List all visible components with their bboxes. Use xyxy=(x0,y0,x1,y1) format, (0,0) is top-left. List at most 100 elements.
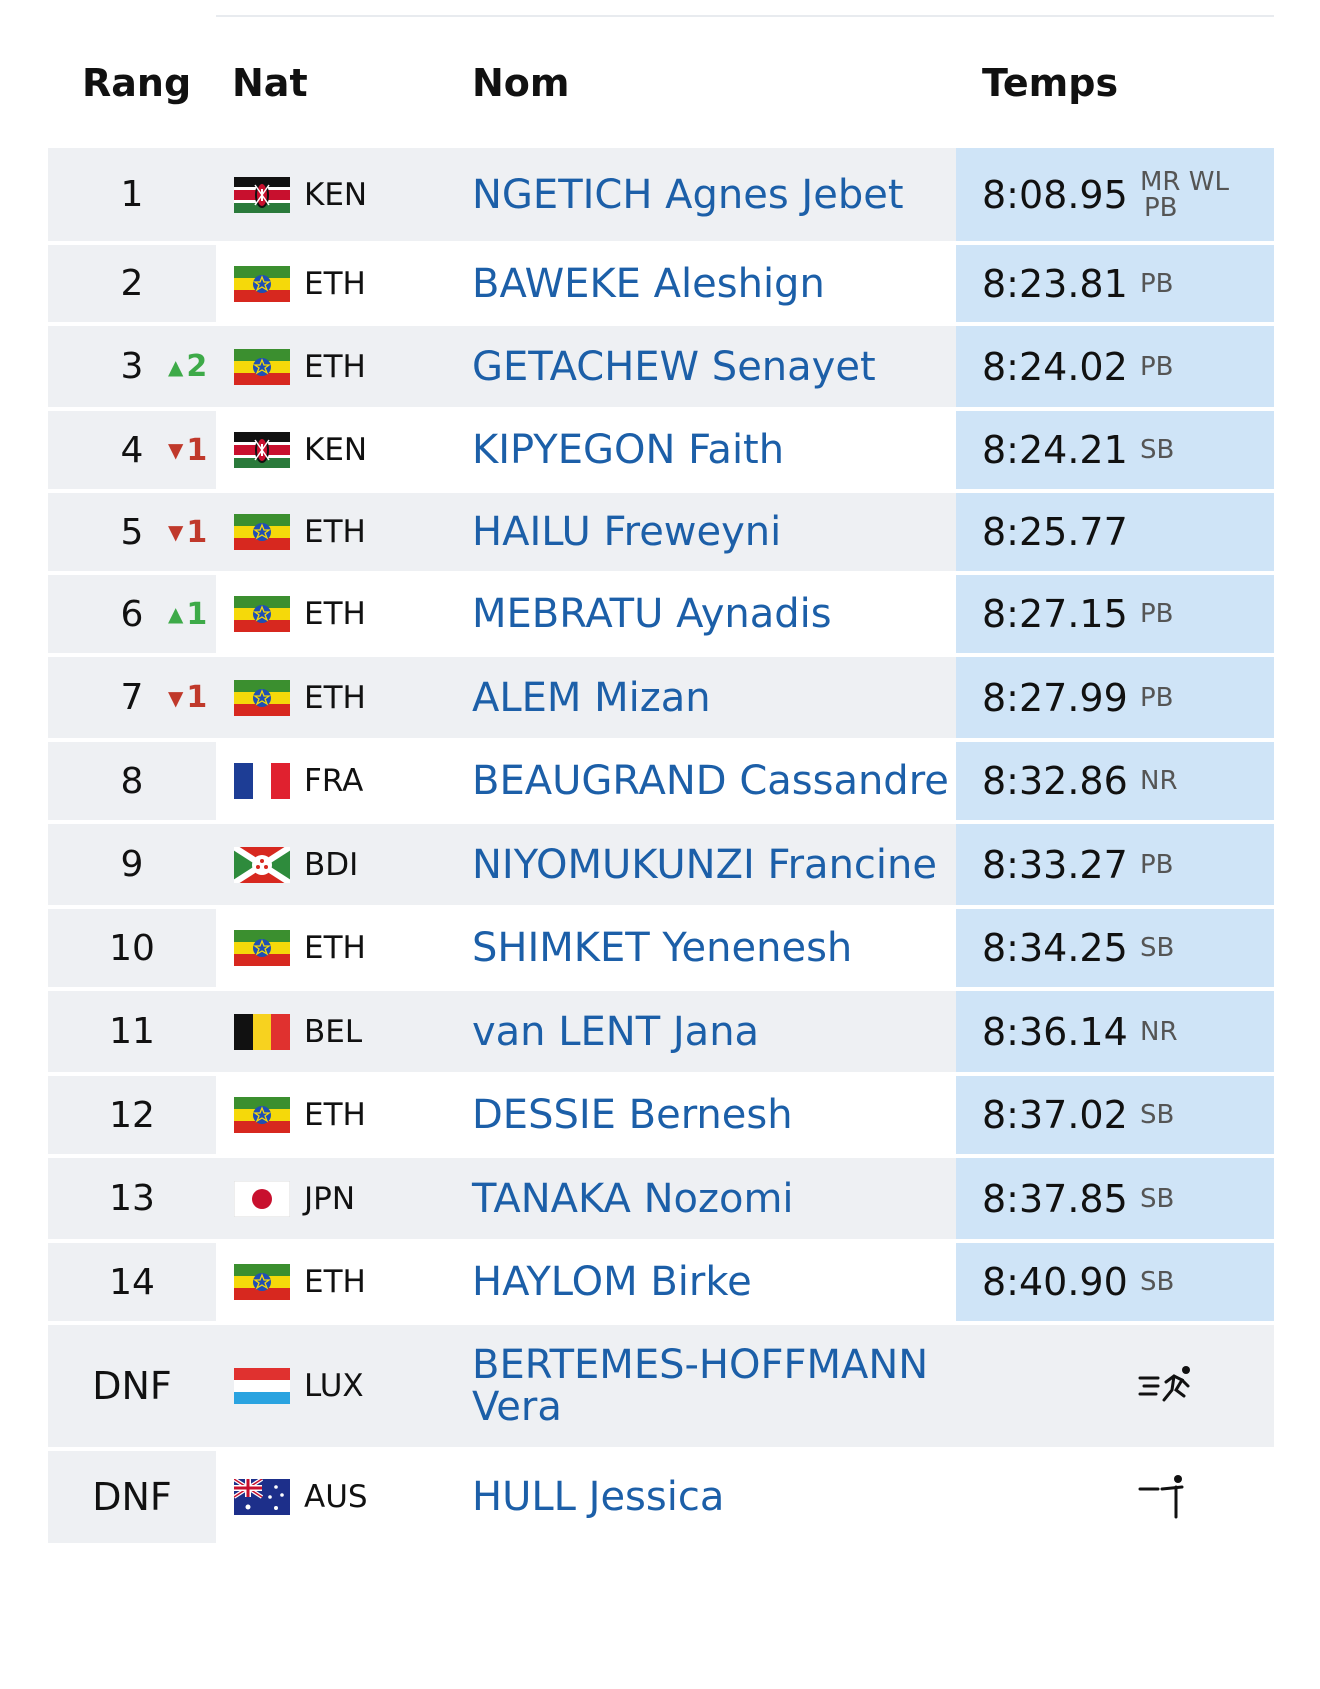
flag-ken-icon xyxy=(234,432,290,468)
athlete-name-link[interactable]: MEBRATU Aynadis xyxy=(472,591,832,637)
rank: 8 xyxy=(120,760,144,802)
header-nom[interactable]: Nom xyxy=(472,61,570,105)
header-temps[interactable]: Temps xyxy=(982,61,1119,105)
rank-cell-bg xyxy=(48,909,216,987)
rank-change: ▼ 1 xyxy=(168,411,207,489)
flag-fra-icon xyxy=(234,763,290,799)
table-row[interactable]: 3 ▲ 2 ETH GETACHEW Senayet 8:24.02 PB xyxy=(48,326,1274,411)
time-cell: 8:36.14 NR xyxy=(956,991,1274,1072)
time-cell: 8:32.86 NR xyxy=(956,742,1274,820)
flag-eth-icon xyxy=(234,930,290,966)
table-row[interactable]: 14 ETH HAYLOM Birke 8:40.90 SB xyxy=(48,1243,1274,1325)
athlete-name-link[interactable]: HAYLOM Birke xyxy=(472,1259,752,1305)
rank: DNF xyxy=(92,1475,172,1519)
rank-change-value: 2 xyxy=(186,349,208,384)
table-row[interactable]: 6 ▲ 1 ETH MEBRATU Aynadis 8:27.15 PB xyxy=(48,575,1274,657)
time-cell: 8:08.95 MR WL PB xyxy=(956,148,1274,241)
table-row[interactable]: 9 BDI NIYOMUKUNZI Francine 8:33.27 PB xyxy=(48,824,1274,909)
table-row[interactable]: 4 ▼ 1 KEN KIPYEGON Faith 8:24.21 SB xyxy=(48,411,1274,493)
rank: 10 xyxy=(109,927,155,969)
rank-change-value: 1 xyxy=(186,680,208,715)
header-nat[interactable]: Nat xyxy=(232,61,308,105)
time-cell: 8:27.99 PB xyxy=(956,657,1274,738)
result-time: 8:37.85 xyxy=(982,1176,1128,1221)
rank: 3 xyxy=(120,346,144,387)
rank-change: ▼ 1 xyxy=(168,493,207,571)
table-row[interactable]: 10 ETH SHIMKET Yenenesh 8:34.25 SB xyxy=(48,909,1274,991)
flag-eth-icon xyxy=(234,265,290,302)
country-code: BDI xyxy=(304,846,359,883)
athlete-name-link[interactable]: DESSIE Bernesh xyxy=(472,1092,793,1138)
table-row[interactable]: DNF LUX BERTEMES-HOFFMANN Vera xyxy=(48,1325,1274,1451)
rank-cell-bg xyxy=(48,411,216,489)
down-arrow-icon: ▼ xyxy=(168,520,184,544)
header-rang[interactable]: Rang xyxy=(82,61,192,105)
athlete-name-link[interactable]: KIPYEGON Faith xyxy=(472,427,785,473)
athlete-name-link[interactable]: NGETICH Agnes Jebet xyxy=(472,171,904,218)
rank: 2 xyxy=(120,263,144,304)
athlete-name-link[interactable]: NIYOMUKUNZI Francine xyxy=(472,841,937,888)
country-code: KEN xyxy=(304,432,368,468)
country-code: AUS xyxy=(304,1479,368,1515)
rank: 4 xyxy=(120,429,144,471)
athlete-name-link[interactable]: TANAKA Nozomi xyxy=(472,1175,794,1222)
athlete-name-link[interactable]: GETACHEW Senayet xyxy=(472,343,876,390)
country-code: KEN xyxy=(304,176,368,213)
table-row[interactable]: 11 BEL van LENT Jana 8:36.14 NR xyxy=(48,991,1274,1076)
record-tag: SB xyxy=(1140,933,1175,963)
country-code: FRA xyxy=(304,763,364,799)
result-time: 8:08.95 xyxy=(982,172,1128,217)
record-tag: NR xyxy=(1140,1016,1178,1047)
record-tag: PB xyxy=(1144,192,1178,223)
record-tag: PB xyxy=(1140,599,1174,629)
table-row[interactable]: 12 ETH DESSIE Bernesh 8:37.02 SB xyxy=(48,1076,1274,1158)
rank: 9 xyxy=(120,844,144,885)
rank: 14 xyxy=(109,1261,155,1303)
table-row[interactable]: 5 ▼ 1 ETH HAILU Freweyni 8:25.77 xyxy=(48,493,1274,575)
record-tag: PB xyxy=(1140,351,1174,382)
athlete-name-link[interactable]: ALEM Mizan xyxy=(472,674,711,721)
rank-change: ▲ 1 xyxy=(168,575,207,653)
time-cell: 8:23.81 PB xyxy=(956,245,1274,322)
athlete-name-link[interactable]: SHIMKET Yenenesh xyxy=(472,925,853,971)
rank-change-value: 1 xyxy=(186,432,208,468)
table-row[interactable]: DNF AUS HULL Jessica xyxy=(48,1451,1274,1547)
rank: 5 xyxy=(120,511,144,553)
walking-icon xyxy=(1138,1473,1202,1521)
record-tag: SB xyxy=(1140,1100,1175,1130)
flag-bdi-icon xyxy=(234,846,290,883)
flag-aus-icon xyxy=(234,1479,290,1515)
rank-cell-bg xyxy=(48,575,216,653)
table-row[interactable]: 13 JPN TANAKA Nozomi 8:37.85 SB xyxy=(48,1158,1274,1243)
result-time: 8:34.25 xyxy=(982,926,1128,970)
athlete-name-link[interactable]: BERTEMES-HOFFMANN Vera xyxy=(472,1342,929,1430)
table-row[interactable]: 2 ETH BAWEKE Aleshign 8:23.81 PB xyxy=(48,245,1274,326)
athlete-name-link[interactable]: BEAUGRAND Cassandre xyxy=(472,758,949,804)
result-time: 8:27.99 xyxy=(982,675,1128,720)
time-cell: 8:40.90 SB xyxy=(956,1243,1274,1321)
record-tag: SB xyxy=(1140,1267,1175,1297)
record-tag: NR xyxy=(1140,766,1178,796)
table-row[interactable]: 1 KEN NGETICH Agnes Jebet 8:08.95 MR WL PB xyxy=(48,148,1274,245)
rank-change-value: 1 xyxy=(186,596,208,632)
time-cell: 8:37.85 SB xyxy=(956,1158,1274,1239)
athlete-name-link[interactable]: HAILU Freweyni xyxy=(472,509,782,555)
athlete-name-link[interactable]: HULL Jessica xyxy=(472,1474,725,1520)
athlete-name-link[interactable]: van LENT Jana xyxy=(472,1008,760,1055)
rank: 7 xyxy=(120,677,144,718)
result-time: 8:32.86 xyxy=(982,759,1128,803)
flag-eth-icon xyxy=(234,514,290,550)
time-cell: 8:34.25 SB xyxy=(956,909,1274,987)
running-icon xyxy=(1138,1362,1202,1410)
record-tag: SB xyxy=(1140,1183,1175,1214)
table-row[interactable]: 7 ▼ 1 ETH ALEM Mizan 8:27.99 PB xyxy=(48,657,1274,742)
table-row[interactable]: 8 FRA BEAUGRAND Cassandre 8:32.86 NR xyxy=(48,742,1274,824)
athlete-name-link[interactable]: BAWEKE Aleshign xyxy=(472,260,825,307)
country-code: LUX xyxy=(304,1368,364,1404)
rank-cell-bg xyxy=(48,245,216,322)
time-cell: 8:27.15 PB xyxy=(956,575,1274,653)
result-time: 8:23.81 xyxy=(982,261,1128,306)
flag-ken-icon xyxy=(234,176,290,213)
country-code: ETH xyxy=(304,679,366,716)
rank: 11 xyxy=(109,1011,155,1052)
